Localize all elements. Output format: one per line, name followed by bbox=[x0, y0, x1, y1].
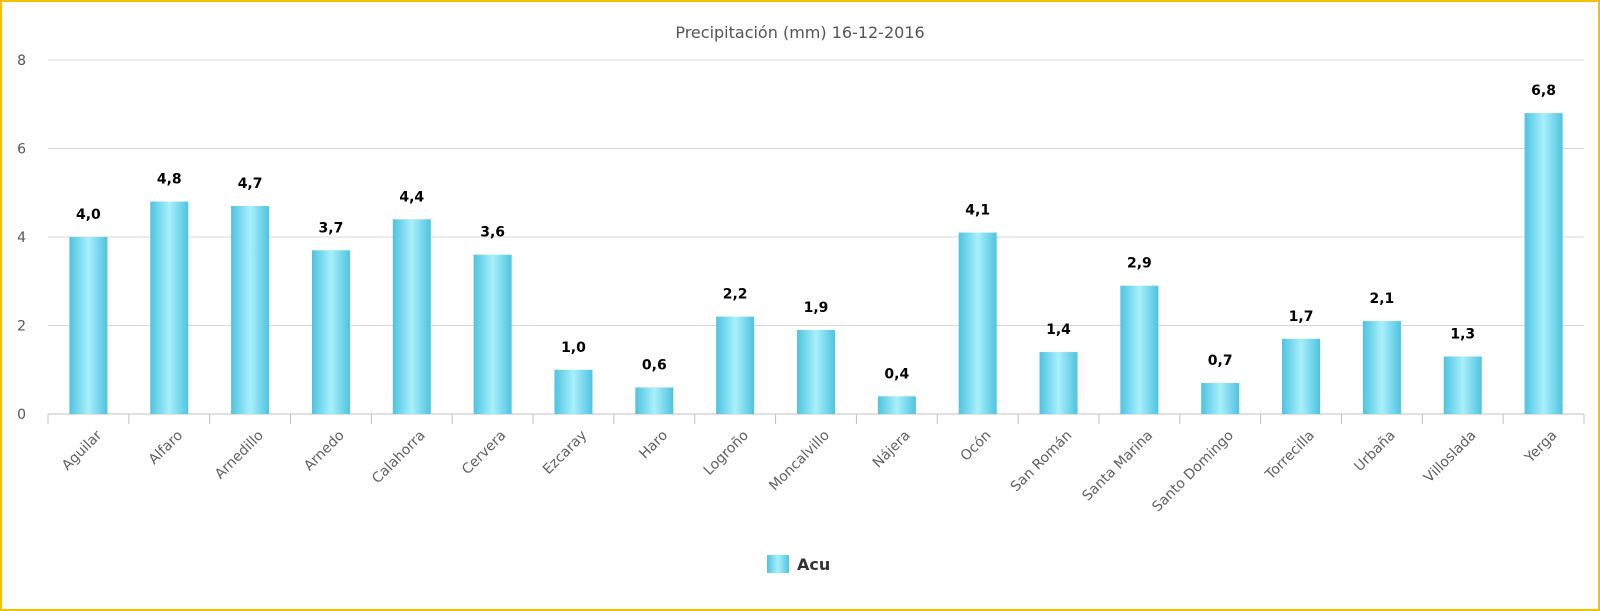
data-label: 3,6 bbox=[480, 225, 505, 241]
x-tick-label: Moncalvillo bbox=[766, 428, 833, 495]
x-tick-label: Ezcaray bbox=[540, 428, 590, 478]
bar-11[interactable] bbox=[958, 232, 997, 414]
x-tick-label: Logroño bbox=[701, 428, 752, 479]
bar-9[interactable] bbox=[797, 329, 835, 414]
data-label: 3,7 bbox=[319, 220, 344, 236]
x-tick-label: Torrecilla bbox=[1262, 428, 1318, 484]
data-label: 4,0 bbox=[76, 207, 101, 223]
data-label: 2,1 bbox=[1369, 291, 1394, 307]
bar-5[interactable] bbox=[473, 254, 512, 414]
grid-lines bbox=[47, 59, 1585, 424]
bar-2[interactable] bbox=[231, 206, 270, 414]
bar-1[interactable] bbox=[150, 201, 189, 414]
data-label: 1,0 bbox=[561, 340, 586, 356]
y-tick-label: 2 bbox=[17, 319, 26, 335]
legend[interactable]: Acu bbox=[767, 555, 830, 574]
bar-4[interactable] bbox=[392, 219, 431, 414]
data-label: 4,1 bbox=[965, 203, 990, 219]
bars bbox=[69, 113, 1563, 414]
chart-title: Precipitación (mm) 16-12-2016 bbox=[675, 23, 924, 42]
legend-label-acu: Acu bbox=[797, 555, 830, 574]
bar-3[interactable] bbox=[311, 250, 350, 414]
data-label: 4,7 bbox=[238, 176, 263, 192]
data-label: 0,4 bbox=[884, 366, 909, 382]
x-axis-ticks: Aguilar Alfaro Arnedillo Arnedo Calahorra Cer… bbox=[59, 427, 1560, 515]
x-tick-label: Haro bbox=[636, 428, 671, 463]
data-label: 2,9 bbox=[1127, 256, 1152, 272]
bar-13[interactable] bbox=[1120, 285, 1159, 414]
data-label: 1,9 bbox=[804, 300, 829, 316]
y-axis-ticks: 0 2 4 6 8 bbox=[17, 53, 26, 423]
x-tick-label: Ocón bbox=[958, 428, 995, 465]
x-tick-label: Calahorra bbox=[369, 428, 428, 487]
legend-swatch bbox=[767, 555, 789, 573]
data-label: 1,4 bbox=[1046, 322, 1071, 338]
x-tick-label: Santa Marina bbox=[1079, 428, 1156, 505]
data-label: 0,7 bbox=[1208, 353, 1233, 369]
x-tick-label: Arnedillo bbox=[212, 428, 267, 483]
data-label: 1,7 bbox=[1289, 309, 1314, 325]
data-label: 4,4 bbox=[399, 189, 424, 205]
data-label: 6,8 bbox=[1531, 83, 1556, 99]
bar-15[interactable] bbox=[1282, 338, 1321, 414]
bar-18[interactable] bbox=[1524, 113, 1563, 414]
bar-6[interactable] bbox=[554, 369, 593, 414]
y-tick-label: 0 bbox=[17, 407, 26, 423]
bar-12[interactable] bbox=[1039, 352, 1078, 414]
x-tick-label: Urbaña bbox=[1351, 428, 1398, 475]
y-tick-label: 8 bbox=[17, 53, 26, 69]
bar-8[interactable] bbox=[716, 316, 755, 414]
data-label: 2,2 bbox=[723, 287, 748, 303]
y-tick-label: 6 bbox=[17, 142, 26, 158]
x-tick-label: Cervera bbox=[459, 428, 509, 478]
x-tick-label: San Román bbox=[1008, 428, 1076, 496]
x-tick-label: Santo Domingo bbox=[1149, 428, 1237, 516]
x-tick-label: Alfaro bbox=[146, 428, 186, 468]
data-labels: 4,0 4,8 4,7 3,7 4,4 3,6 1,0 0,6 2,2 1,9 0,4 4,1 1,4 2… bbox=[76, 83, 1556, 382]
bar-16[interactable] bbox=[1362, 321, 1401, 414]
x-tick-label: Aguilar bbox=[59, 427, 105, 473]
bar-14[interactable] bbox=[1201, 383, 1240, 414]
data-label: 1,3 bbox=[1450, 326, 1475, 342]
bar-0[interactable] bbox=[69, 237, 108, 414]
bar-10[interactable] bbox=[877, 396, 916, 414]
x-tick-label: Villoslada bbox=[1421, 428, 1480, 487]
bar-7[interactable] bbox=[635, 387, 674, 414]
y-tick-label: 4 bbox=[17, 230, 26, 246]
bar-17[interactable] bbox=[1443, 356, 1482, 414]
x-tick-label: Nájera bbox=[870, 428, 914, 472]
x-tick-label: Arnedo bbox=[301, 428, 348, 475]
x-tick-label: Yerga bbox=[1521, 428, 1560, 467]
data-label: 0,6 bbox=[642, 357, 667, 373]
data-label: 4,8 bbox=[157, 172, 182, 188]
